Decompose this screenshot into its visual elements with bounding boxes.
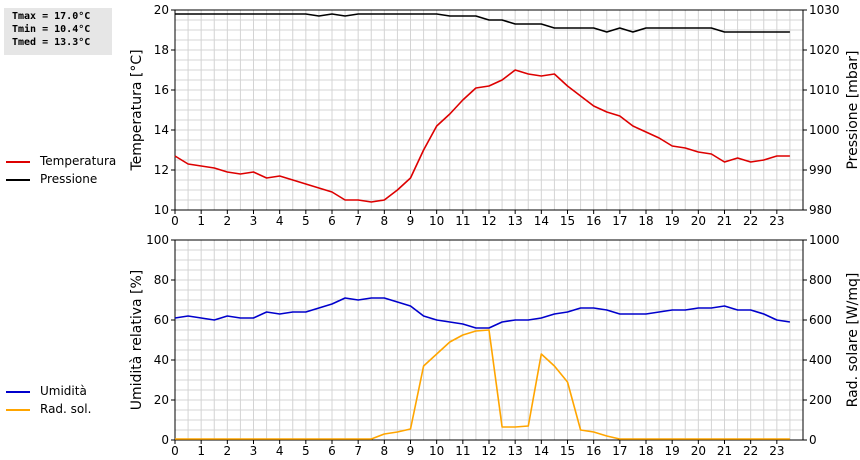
y-tick-label-right: 1020 <box>809 43 840 57</box>
y-tick-label-left: 60 <box>154 313 169 327</box>
x-tick-label: 2 <box>224 444 232 458</box>
y-tick-label-left: 20 <box>154 3 169 17</box>
x-tick-label: 9 <box>407 214 415 228</box>
y-tick-label-left: 14 <box>154 123 169 137</box>
x-tick-label: 16 <box>586 214 601 228</box>
series-line-rad-sol <box>175 329 790 440</box>
x-tick-label: 8 <box>381 214 389 228</box>
x-tick-label: 10 <box>429 444 444 458</box>
y-axis-label-right: Pressione [mbar] <box>845 50 860 169</box>
x-tick-label: 18 <box>638 444 653 458</box>
x-tick-label: 11 <box>455 444 470 458</box>
y-tick-label-left: 0 <box>161 433 169 447</box>
x-tick-label: 21 <box>717 214 732 228</box>
x-tick-label: 0 <box>171 444 179 458</box>
x-tick-label: 0 <box>171 214 179 228</box>
legend-swatch-rad-sol <box>6 409 30 411</box>
series-line-temperatura <box>174 69 790 203</box>
y-tick-label-left: 18 <box>154 43 169 57</box>
y-tick-label-right: 600 <box>809 313 832 327</box>
legend-swatch-umidita <box>6 391 30 393</box>
x-tick-label: 5 <box>302 444 310 458</box>
x-tick-label: 22 <box>743 444 758 458</box>
y-tick-label-left: 80 <box>154 273 169 287</box>
y-tick-label-right: 400 <box>809 353 832 367</box>
x-tick-label: 21 <box>717 444 732 458</box>
x-tick-label: 12 <box>481 444 496 458</box>
x-tick-label: 15 <box>560 444 575 458</box>
x-tick-label: 15 <box>560 214 575 228</box>
y-tick-label-right: 990 <box>809 163 832 177</box>
x-tick-label: 1 <box>197 214 205 228</box>
x-tick-label: 20 <box>691 444 706 458</box>
y-tick-label-left: 16 <box>154 83 169 97</box>
y-axis-label-left: Umidità relativa [%] <box>129 270 145 411</box>
x-tick-label: 10 <box>429 214 444 228</box>
x-tick-label: 5 <box>302 214 310 228</box>
y-tick-label-right: 980 <box>809 203 832 217</box>
tmed-stat: Tmed = 13.3°C <box>12 37 91 48</box>
legend-label-pressione: Pressione <box>40 172 98 186</box>
y-tick-label-right: 800 <box>809 273 832 287</box>
x-tick-label: 6 <box>328 444 336 458</box>
x-tick-label: 1 <box>197 444 205 458</box>
x-tick-label: 19 <box>665 444 680 458</box>
tmin-stat: Tmin = 10.4°C <box>12 24 91 35</box>
temp-pressure-chart: 0 1 2 3 4 5 6 7 8 9 10 11 12 13 14 15 16 17 18 19 20 21 22 2310… <box>129 3 860 228</box>
legend-swatch-pressione <box>6 179 30 181</box>
y-tick-label-left: 12 <box>154 163 169 177</box>
x-tick-label: 2 <box>224 214 232 228</box>
y-tick-label-left: 10 <box>154 203 169 217</box>
y-tick-label-left: 20 <box>154 393 169 407</box>
x-tick-label: 19 <box>665 214 680 228</box>
y-tick-label-left: 100 <box>146 233 169 247</box>
x-tick-label: 3 <box>250 214 258 228</box>
x-tick-label: 20 <box>691 214 706 228</box>
x-tick-label: 4 <box>276 214 284 228</box>
x-tick-label: 7 <box>354 444 362 458</box>
x-tick-label: 9 <box>407 444 415 458</box>
x-tick-label: 18 <box>638 214 653 228</box>
legend-swatch-temperatura <box>6 161 30 163</box>
humidity-radiation-chart: 0 1 2 3 4 5 6 7 8 9 10 11 12 13 14 15 16 17 18 19 20 21 22 2302… <box>129 233 860 458</box>
legend-label-umidita: Umidità <box>40 384 87 398</box>
x-tick-label: 23 <box>769 214 784 228</box>
x-tick-label: 6 <box>328 214 336 228</box>
x-tick-label: 8 <box>381 444 389 458</box>
x-tick-label: 13 <box>508 444 523 458</box>
x-tick-label: 11 <box>455 214 470 228</box>
x-tick-label: 4 <box>276 444 284 458</box>
x-tick-label: 17 <box>612 214 627 228</box>
x-tick-label: 12 <box>481 214 496 228</box>
y-axis-label-left: Temperatura [°C] <box>129 49 145 171</box>
x-tick-label: 17 <box>612 444 627 458</box>
legend-label-temperatura: Temperatura <box>40 154 117 168</box>
x-tick-label: 22 <box>743 214 758 228</box>
y-tick-label-right: 1000 <box>809 123 840 137</box>
tmax-stat: Tmax = 17.0°C <box>12 11 91 22</box>
x-tick-label: 3 <box>250 444 258 458</box>
series-line-umidit <box>174 297 791 329</box>
x-tick-label: 14 <box>534 214 549 228</box>
x-tick-label: 23 <box>769 444 784 458</box>
y-tick-label-right: 1030 <box>809 3 840 17</box>
stats-box: Tmax = 17.0°C Tmin = 10.4°C Tmed = 13.3°… <box>4 8 112 55</box>
y-tick-label-right: 1000 <box>809 233 840 247</box>
legend-label-rad-sol: Rad. sol. <box>40 402 92 416</box>
x-tick-label: 14 <box>534 444 549 458</box>
y-axis-label-right: Rad. solare [W/mq] <box>845 273 860 408</box>
y-tick-label-right: 0 <box>809 433 817 447</box>
x-tick-label: 16 <box>586 444 601 458</box>
y-tick-label-left: 40 <box>154 353 169 367</box>
x-tick-label: 7 <box>354 214 362 228</box>
y-tick-label-right: 200 <box>809 393 832 407</box>
y-tick-label-right: 1010 <box>809 83 840 97</box>
series-line-pressione <box>175 13 790 33</box>
x-tick-label: 13 <box>508 214 523 228</box>
